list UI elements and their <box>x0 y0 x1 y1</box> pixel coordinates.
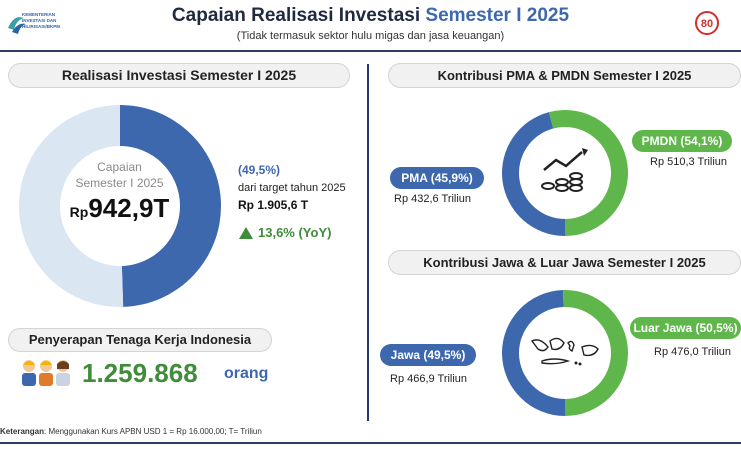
vertical-divider <box>367 64 369 421</box>
pct-of-target: (49,5%) <box>238 163 281 177</box>
indonesia-map-icon <box>530 337 599 366</box>
footer-divider <box>0 442 741 444</box>
donut-center-label-2: Semester I 2025 <box>75 176 164 190</box>
jawa-slice-luar-jawa <box>563 290 628 416</box>
header-divider <box>0 50 741 52</box>
tenaga-kerja-section-title: Penyerapan Tenaga Kerja Indonesia <box>8 328 272 352</box>
jawa-donut-chart <box>501 290 628 416</box>
jawa-label: Jawa (49,5%) <box>380 344 476 366</box>
target-value: Rp 1.905,6 T <box>238 198 309 212</box>
pmdn-label: PMDN (54,1%) <box>632 130 732 152</box>
tenaga-kerja-unit: orang <box>224 365 269 382</box>
realisasi-section-title: Realisasi Investasi Semester I 2025 <box>8 63 350 88</box>
footnote-text: : Menggunakan Kurs APBN USD 1 = Rp 16.00… <box>44 427 262 436</box>
ministry-logo-icon <box>8 17 26 34</box>
investment-growth-icon <box>541 148 588 192</box>
donut-center-unit: T <box>153 193 170 223</box>
jawa-section-title: Kontribusi Jawa & Luar Jawa Semester I 2… <box>388 250 741 275</box>
donut-center-value: Rp942,9T <box>48 193 191 224</box>
footnote-lead: Keterangan <box>0 427 45 436</box>
anniversary-80-logo-icon: 80 <box>695 11 719 35</box>
target-label: dari target tahun 2025 <box>238 182 346 194</box>
jawa-value: Rp 466,9 Triliun <box>390 373 468 385</box>
pma-pmdn-slice-pmdn <box>548 110 628 236</box>
pma-pmdn-section-title: Kontribusi PMA & PMDN Semester I 2025 <box>388 63 741 88</box>
growth-triangle-icon <box>239 227 253 239</box>
realisasi-slice-sisa-target <box>18 105 124 307</box>
pma-value: Rp 432,6 Triliun <box>394 193 472 205</box>
pmdn-value: Rp 510,3 Triliun <box>650 156 728 168</box>
page-title-highlight: Semester I 2025 <box>425 5 570 26</box>
workers-icon <box>22 360 70 386</box>
footnote: Keterangan: Menggunakan Kurs APBN USD 1 … <box>0 427 262 436</box>
realisasi-slice-capaian <box>120 105 221 307</box>
donut-center-currency: Rp <box>69 204 89 220</box>
ministry-logo-text: KEMENTERIAN INVESTASI DAN HILIRISASI/BKP… <box>22 12 61 29</box>
donut-center-number: 942,9 <box>88 193 154 223</box>
donut-center-label-1: Capaian <box>97 160 142 174</box>
pma-label: PMA (45,9%) <box>390 167 484 189</box>
luar-jawa-value: Rp 476,0 Triliun <box>654 346 732 358</box>
yoy-growth: 13,6% (YoY) <box>258 225 332 240</box>
tenaga-kerja-value: 1.259.868 <box>82 358 198 388</box>
pma-pmdn-donut-chart <box>501 110 628 236</box>
luar-jawa-label: Luar Jawa (50,5%) <box>630 317 741 339</box>
page-subtitle: (Tidak termasuk sektor hulu migas dan ja… <box>236 30 505 42</box>
logo-right-number: 80 <box>701 18 713 30</box>
jawa-slice-jawa <box>501 290 565 416</box>
page-title: Capaian Realisasi Investasi Semester I 2… <box>0 5 741 27</box>
pma-pmdn-slice-pma <box>501 112 565 236</box>
page-title-main: Capaian Realisasi Investasi <box>171 5 421 26</box>
realisasi-donut-chart <box>18 105 221 307</box>
